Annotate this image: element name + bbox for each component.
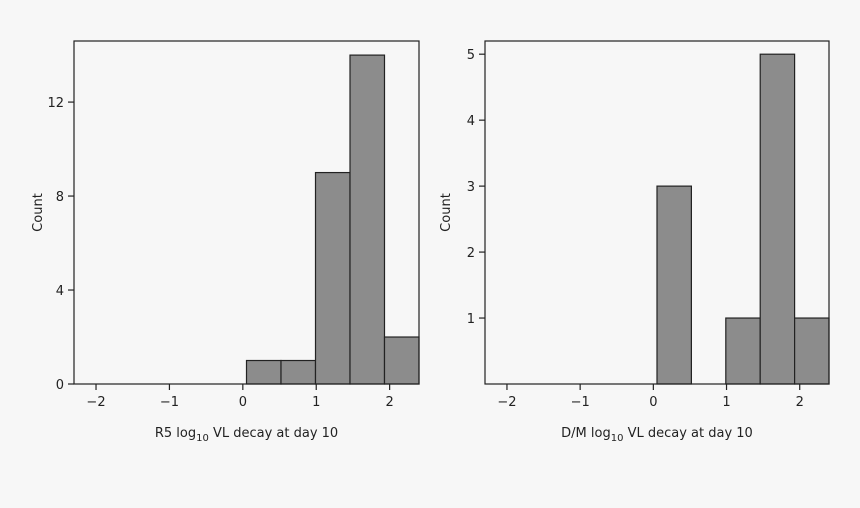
histogram-bar (314, 171, 351, 385)
y-tick-label: 8 (56, 190, 64, 205)
histogram-bar (656, 185, 693, 385)
histogram-panel-2: −2 −1 0 1 2 1 2 3 4 5 Count D/M log10 VL decay at d… (439, 40, 830, 444)
histogram-bar (245, 359, 282, 385)
x-tick-label: 1 (312, 395, 320, 410)
x-tick-label: −2 (497, 395, 516, 410)
x-axis-label: D/M log10 VL decay at day 10 (561, 426, 753, 444)
y-axis-label: Count (439, 193, 454, 232)
histogram-bar (383, 336, 420, 385)
x-tick-label: −1 (160, 395, 179, 410)
plot-frame (73, 40, 420, 385)
y-tick-label: 3 (467, 180, 475, 195)
y-tick-label: 0 (56, 378, 64, 393)
plot-frame (484, 40, 830, 385)
y-axis-label: Count (31, 193, 46, 232)
x-tick-label: 0 (239, 395, 247, 410)
y-tick-label: 4 (56, 284, 64, 299)
histogram-bar (280, 359, 317, 385)
y-tick-label: 2 (467, 246, 475, 261)
x-tick-label: −2 (86, 395, 105, 410)
histogram-bar (349, 54, 386, 385)
y-tick-label: 4 (467, 114, 475, 129)
x-tick-label: 2 (385, 395, 393, 410)
x-tick-label: 2 (796, 395, 804, 410)
x-axis-label: R5 log10 VL decay at day 10 (155, 426, 338, 444)
histogram-bar (793, 317, 830, 385)
x-tick-label: −1 (571, 395, 590, 410)
y-tick-label: 1 (467, 312, 475, 327)
histogram-bar (725, 317, 761, 385)
y-tick-label: 5 (467, 48, 475, 63)
histogram-bar (759, 53, 796, 385)
y-tick-label: 12 (47, 96, 64, 111)
x-tick-label: 0 (649, 395, 657, 410)
x-tick-label: 1 (722, 395, 730, 410)
